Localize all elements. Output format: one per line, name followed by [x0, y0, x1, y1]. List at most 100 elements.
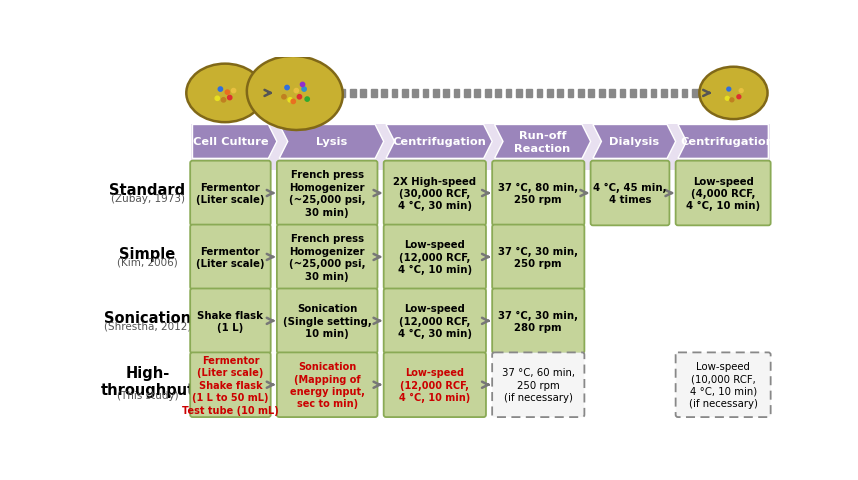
Circle shape	[294, 89, 299, 94]
Bar	[589, 89, 594, 98]
Polygon shape	[593, 125, 675, 159]
Bar	[464, 89, 470, 98]
Bar	[444, 89, 449, 98]
FancyBboxPatch shape	[277, 161, 378, 226]
Bar	[340, 89, 346, 98]
Ellipse shape	[186, 64, 263, 123]
Ellipse shape	[247, 57, 343, 131]
Circle shape	[227, 96, 232, 100]
Text: Cell Culture: Cell Culture	[192, 137, 269, 147]
Text: Standard: Standard	[110, 183, 185, 198]
Polygon shape	[386, 125, 492, 159]
Text: Lysis: Lysis	[316, 137, 347, 147]
Text: (This study): (This study)	[117, 390, 178, 400]
Text: Low-speed
(12,000 RCF,
4 °C, 10 min): Low-speed (12,000 RCF, 4 °C, 10 min)	[399, 368, 470, 402]
Text: Fermentor
(Liter scale)
Shake flask
(1 L to 50 mL)
Test tube (10 mL): Fermentor (Liter scale) Shake flask (1 L…	[182, 355, 279, 415]
Circle shape	[215, 97, 220, 101]
FancyBboxPatch shape	[190, 353, 270, 417]
Text: Sonication
(Single setting,
10 min): Sonication (Single setting, 10 min)	[283, 304, 372, 338]
FancyBboxPatch shape	[492, 161, 584, 226]
Circle shape	[302, 88, 306, 92]
FancyBboxPatch shape	[384, 161, 486, 226]
Circle shape	[300, 83, 305, 87]
Text: (Zubay, 1973): (Zubay, 1973)	[111, 193, 184, 203]
Text: Low-speed
(10,000 RCF,
4 °C, 10 min)
(if necessary): Low-speed (10,000 RCF, 4 °C, 10 min) (if…	[689, 361, 758, 408]
Text: Low-speed
(4,000 RCF,
4 °C, 10 min): Low-speed (4,000 RCF, 4 °C, 10 min)	[686, 176, 760, 211]
Bar	[391, 89, 397, 98]
Bar	[433, 89, 438, 98]
Ellipse shape	[699, 68, 768, 120]
Bar	[630, 89, 636, 98]
FancyBboxPatch shape	[675, 161, 770, 226]
Bar	[661, 89, 667, 98]
Circle shape	[225, 91, 230, 95]
Text: 37 °C, 80 min,
250 rpm: 37 °C, 80 min, 250 rpm	[498, 182, 578, 205]
Bar	[568, 89, 573, 98]
Bar	[516, 89, 522, 98]
FancyBboxPatch shape	[492, 353, 584, 417]
Bar	[495, 89, 501, 98]
Text: Fermentor
(Liter scale): Fermentor (Liter scale)	[196, 182, 264, 205]
FancyBboxPatch shape	[590, 161, 669, 226]
Bar	[474, 89, 480, 98]
Circle shape	[305, 98, 310, 102]
Bar	[650, 89, 656, 98]
Bar	[381, 89, 387, 98]
Text: Sonication: Sonication	[104, 311, 191, 325]
Circle shape	[288, 98, 293, 103]
FancyBboxPatch shape	[277, 225, 378, 289]
Bar	[619, 89, 625, 98]
Circle shape	[281, 96, 286, 100]
Bar	[526, 89, 532, 98]
Text: 4 °C, 45 min,
4 times: 4 °C, 45 min, 4 times	[593, 182, 667, 205]
Polygon shape	[494, 125, 590, 159]
Text: Run-off
Reaction: Run-off Reaction	[515, 131, 571, 153]
FancyBboxPatch shape	[384, 225, 486, 289]
FancyBboxPatch shape	[277, 353, 378, 417]
Bar	[609, 89, 615, 98]
Bar	[682, 89, 687, 98]
Bar	[536, 89, 542, 98]
Circle shape	[218, 88, 222, 92]
FancyBboxPatch shape	[492, 289, 584, 353]
Text: Low-speed
(12,000 RCF,
4 °C, 10 min): Low-speed (12,000 RCF, 4 °C, 10 min)	[398, 240, 472, 275]
Text: Centrifugation: Centrifugation	[680, 137, 774, 147]
Polygon shape	[192, 125, 277, 159]
Bar	[191, 125, 770, 170]
Text: 37 °C, 30 min,
280 rpm: 37 °C, 30 min, 280 rpm	[498, 310, 578, 332]
Text: French press
Homogenizer
(~25,000 psi,
30 min): French press Homogenizer (~25,000 psi, 3…	[289, 170, 366, 217]
Circle shape	[740, 89, 743, 93]
Text: (Shrestha, 2012): (Shrestha, 2012)	[104, 321, 191, 331]
Text: Dialysis: Dialysis	[609, 137, 659, 147]
Text: Simple: Simple	[119, 247, 176, 262]
FancyBboxPatch shape	[384, 289, 486, 353]
Text: 37 °C, 30 min,
250 rpm: 37 °C, 30 min, 250 rpm	[498, 246, 578, 269]
Text: Fermentor
(Liter scale): Fermentor (Liter scale)	[196, 246, 264, 269]
Text: (Kim, 2006): (Kim, 2006)	[118, 257, 178, 267]
Text: Shake flask
(1 L): Shake flask (1 L)	[197, 310, 263, 332]
Bar	[547, 89, 553, 98]
Circle shape	[725, 97, 729, 101]
FancyBboxPatch shape	[190, 289, 270, 353]
Bar	[599, 89, 605, 98]
Bar	[558, 89, 563, 98]
Text: French press
Homogenizer
(~25,000 psi,
30 min): French press Homogenizer (~25,000 psi, 3…	[289, 234, 366, 281]
FancyBboxPatch shape	[277, 289, 378, 353]
Bar	[360, 89, 366, 98]
Circle shape	[730, 99, 734, 103]
Bar	[454, 89, 459, 98]
FancyBboxPatch shape	[190, 161, 270, 226]
FancyBboxPatch shape	[492, 225, 584, 289]
Text: Low-speed
(12,000 RCF,
4 °C, 30 min): Low-speed (12,000 RCF, 4 °C, 30 min)	[398, 304, 472, 338]
FancyBboxPatch shape	[384, 353, 486, 417]
Text: Sonication
(Mapping of
energy input,
sec to min): Sonication (Mapping of energy input, sec…	[290, 361, 365, 408]
FancyBboxPatch shape	[190, 225, 270, 289]
Bar	[578, 89, 583, 98]
Circle shape	[737, 96, 740, 99]
Circle shape	[291, 100, 295, 104]
Text: 37 °C, 60 min,
250 rpm
(if necessary): 37 °C, 60 min, 250 rpm (if necessary)	[502, 368, 575, 402]
Text: Centrifugation: Centrifugation	[392, 137, 486, 147]
Circle shape	[727, 88, 731, 92]
Text: High-
throughput: High- throughput	[100, 365, 195, 397]
Bar	[692, 89, 698, 98]
